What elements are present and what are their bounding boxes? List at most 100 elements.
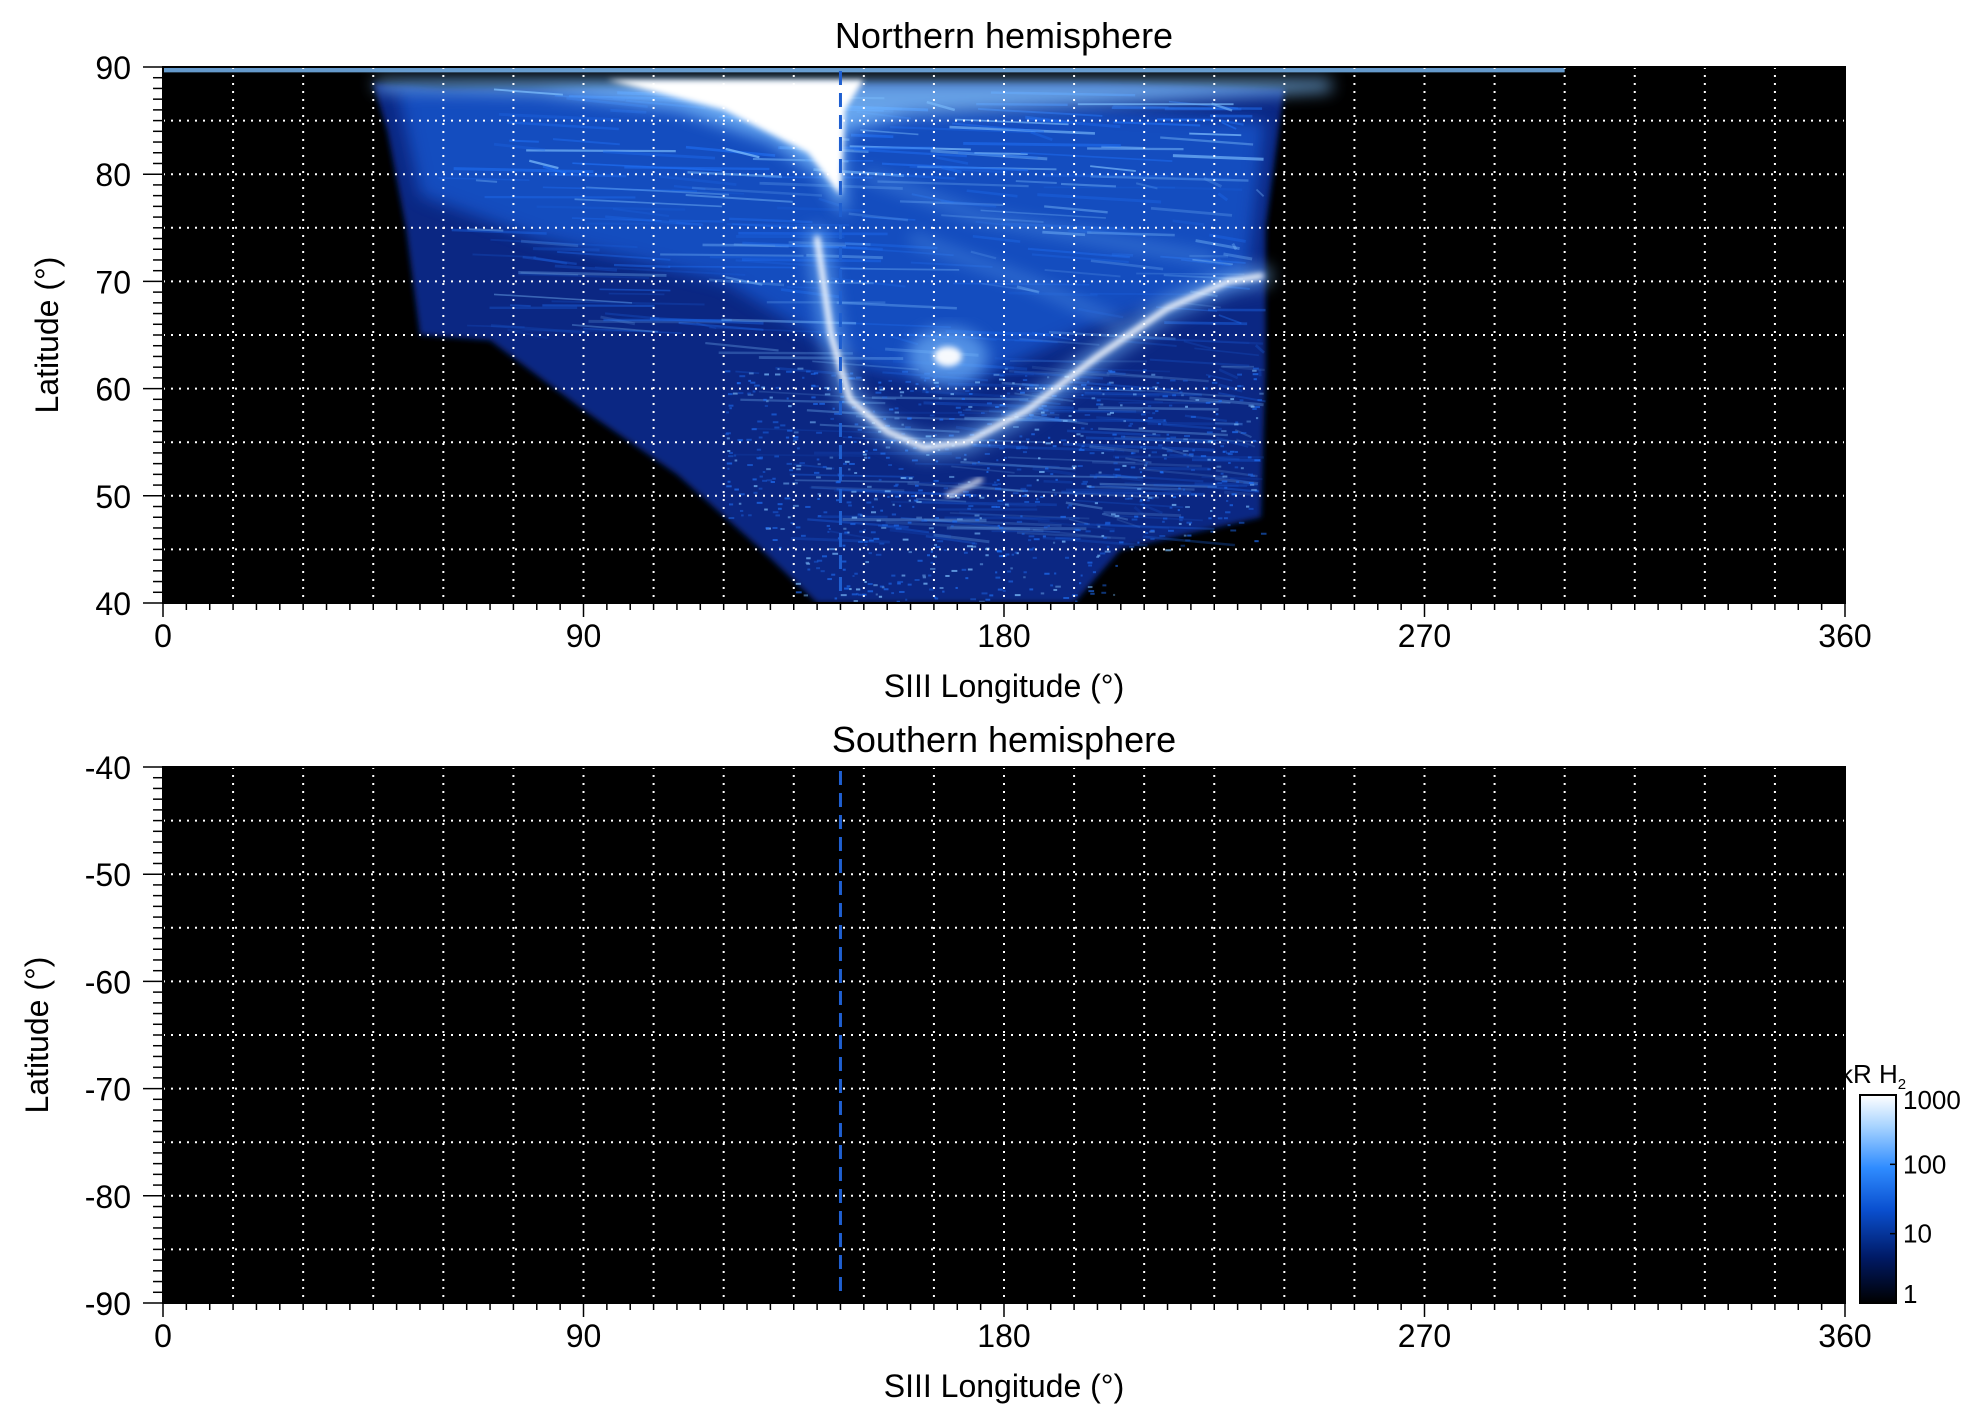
emission-speckle (737, 438, 744, 441)
emission-speckle (1109, 530, 1115, 533)
emission-streak (925, 535, 976, 545)
emission-speckle (738, 502, 742, 505)
emission-speckle (1227, 524, 1231, 527)
emission-streak (493, 142, 546, 152)
emission-speckle (921, 519, 928, 522)
emission-streak (1162, 423, 1222, 431)
emission-speckle (969, 495, 972, 498)
emission-speckle (918, 403, 922, 406)
emission-streak (1111, 253, 1134, 257)
emission-streak (954, 118, 1069, 126)
emission-streak (1078, 444, 1125, 453)
emission-speckle (898, 504, 902, 507)
north-y-ticks: 90 80 70 60 50 40 (95, 50, 131, 622)
emission-speckle (949, 417, 955, 420)
emission-speckle (1128, 424, 1132, 427)
emission-streak (1217, 192, 1229, 202)
emission-speckle (1168, 529, 1174, 532)
emission-speckle (827, 530, 830, 533)
emission-streak (830, 277, 906, 288)
emission-speckle (985, 554, 989, 557)
emission-speckle (1113, 462, 1118, 465)
emission-speckle (996, 459, 999, 462)
colorbar-tick-label: 100 (1903, 1149, 1946, 1179)
emission-speckle (857, 428, 862, 431)
emission-speckle (805, 505, 811, 508)
emission-speckle (1182, 450, 1189, 453)
emission-speckle (945, 574, 950, 577)
emission-streak (1231, 243, 1238, 251)
emission-speckle (879, 542, 885, 545)
emission-streak (1099, 482, 1217, 489)
emission-speckle (793, 431, 799, 434)
emission-speckle (1182, 379, 1188, 382)
emission-speckle (832, 552, 839, 555)
emission-streak (551, 300, 705, 306)
emission-speckle (789, 469, 794, 472)
emission-streak (1076, 522, 1215, 531)
emission-speckle (1075, 600, 1078, 603)
emission-speckle (824, 386, 830, 389)
emission-speckle (752, 390, 756, 393)
emission-speckle (997, 499, 1004, 502)
emission-speckle (765, 527, 770, 530)
emission-speckle (958, 411, 962, 414)
emission-speckle (844, 460, 850, 463)
emission-speckle (786, 397, 789, 400)
emission-speckle (1183, 534, 1187, 537)
emission-speckle (1123, 420, 1126, 423)
emission-streak (1142, 503, 1163, 515)
emission-speckle (727, 450, 731, 453)
y-tick-label: 90 (95, 50, 131, 86)
emission-speckle (772, 539, 778, 542)
emission-speckle (1252, 407, 1257, 410)
emission-speckle (1000, 395, 1003, 398)
emission-speckle (926, 554, 930, 557)
emission-speckle (729, 451, 733, 454)
emission-speckle (888, 408, 894, 411)
emission-streak (1146, 389, 1236, 398)
emission-speckle (738, 493, 745, 496)
emission-speckle (1079, 582, 1082, 585)
emission-speckle (788, 405, 792, 408)
main-oval (814, 235, 1264, 451)
emission-streak (659, 175, 737, 186)
emission-streak (1098, 406, 1219, 411)
emission-speckle (1166, 450, 1173, 453)
emission-speckle (935, 545, 941, 548)
emission-speckle (908, 477, 913, 480)
emission-speckle (766, 479, 773, 482)
emission-speckle (870, 531, 876, 534)
x-tick-label: 90 (566, 1318, 602, 1354)
emission-speckle (1207, 440, 1214, 443)
emission-speckle (1005, 553, 1010, 556)
emission-speckle (939, 418, 944, 421)
emission-streak (726, 223, 850, 226)
emission-speckle (868, 539, 874, 542)
emission-streak (1236, 438, 1256, 448)
emission-streak (705, 341, 779, 352)
emission-streak (1145, 336, 1264, 345)
emission-speckle (1022, 489, 1029, 492)
emission-streak (1044, 268, 1121, 278)
emission-streak (1191, 458, 1262, 462)
emission-speckle (991, 505, 998, 508)
emission-speckle (807, 568, 811, 571)
emission-speckle (757, 420, 763, 423)
emission-speckle (817, 463, 821, 466)
emission-speckle (864, 580, 867, 583)
emission-speckle (1218, 400, 1222, 403)
emission-speckle (1158, 444, 1163, 447)
emission-streak (966, 189, 1018, 198)
emission-streak (963, 142, 1121, 148)
emission-speckle (1080, 574, 1083, 577)
emission-speckle (923, 582, 928, 585)
emission-speckle (1084, 413, 1091, 416)
emission-speckle (1208, 375, 1211, 378)
emission-speckle (738, 439, 743, 442)
emission-speckle (1215, 413, 1219, 416)
emission-speckle (1143, 464, 1148, 467)
emission-speckle (803, 594, 808, 597)
emission-streak (1221, 121, 1237, 130)
emission-speckle (1169, 506, 1173, 509)
